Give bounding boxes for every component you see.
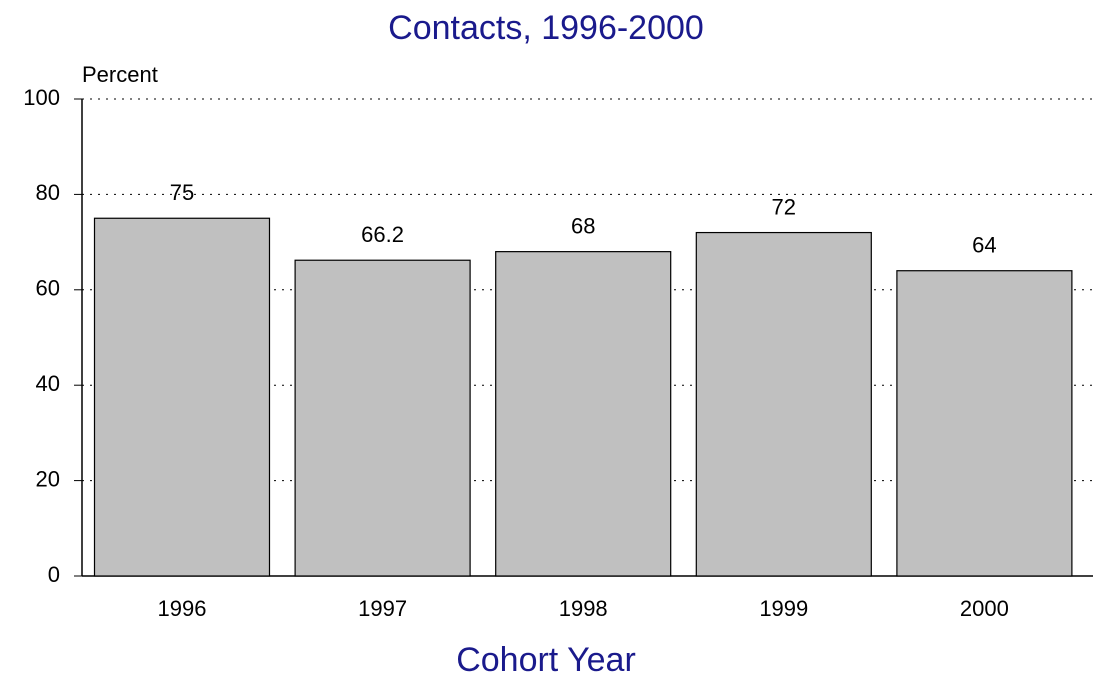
x-axis-label: Cohort Year <box>456 641 636 679</box>
y-tick-label: 80 <box>36 180 60 205</box>
bar <box>896 270 1073 577</box>
y-tick-label: 20 <box>36 466 60 491</box>
bar <box>294 259 471 577</box>
y-axis-label: Percent <box>82 62 158 87</box>
x-tick-label: 1999 <box>759 596 808 621</box>
y-tick-label: 100 <box>23 85 60 110</box>
x-tick-label: 2000 <box>960 596 1009 621</box>
y-tick-label: 40 <box>36 371 60 396</box>
x-tick-label: 1997 <box>358 596 407 621</box>
x-tick-label: 1998 <box>559 596 608 621</box>
bar <box>695 231 872 577</box>
value-label: 75 <box>170 180 194 205</box>
value-label: 68 <box>571 213 595 238</box>
value-label: 66.2 <box>361 222 404 247</box>
bar <box>495 251 672 577</box>
y-tick-label: 0 <box>48 562 60 587</box>
value-label: 64 <box>972 233 996 258</box>
x-tick-label: 1996 <box>158 596 207 621</box>
chart-title: Contacts, 1996-2000 <box>388 9 704 47</box>
value-label: 72 <box>772 194 796 219</box>
y-tick-label: 60 <box>36 276 60 301</box>
bar <box>93 217 271 577</box>
